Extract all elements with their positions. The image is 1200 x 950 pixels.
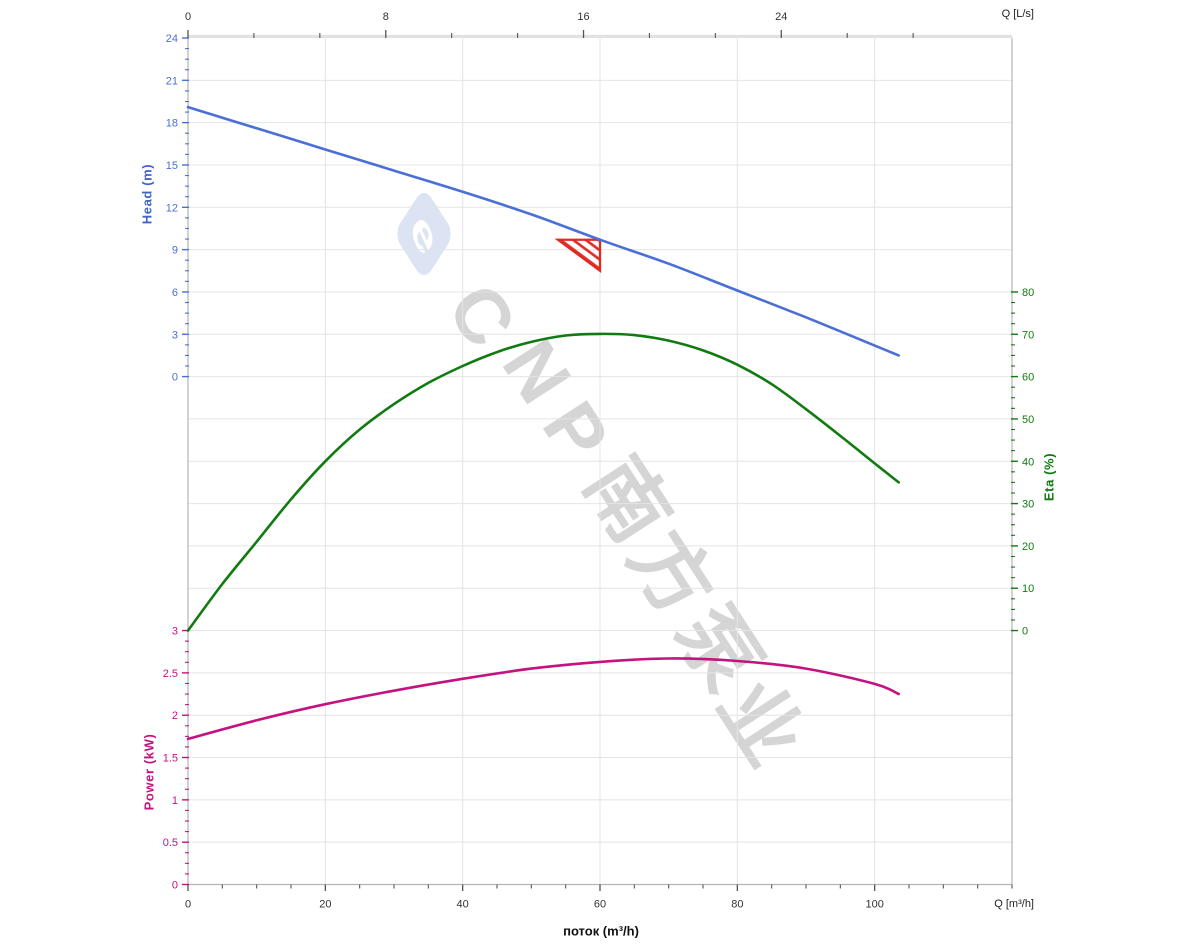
svg-text:2: 2 [172, 710, 178, 722]
svg-text:20: 20 [1022, 541, 1034, 553]
flow-axis-top-ticks [187, 30, 914, 38]
svg-text:0: 0 [172, 372, 178, 384]
power-curve [186, 657, 900, 741]
svg-text:3: 3 [172, 626, 178, 638]
svg-text:16: 16 [577, 11, 589, 23]
svg-text:3: 3 [172, 329, 178, 341]
svg-text:0: 0 [1022, 626, 1028, 638]
power-axis-ticks [182, 629, 189, 886]
svg-text:8: 8 [383, 11, 389, 23]
svg-text:50: 50 [1022, 414, 1034, 426]
svg-text:60: 60 [594, 899, 606, 911]
head-axis-ticks [182, 37, 189, 378]
svg-text:1.5: 1.5 [163, 753, 178, 765]
svg-text:0: 0 [185, 899, 191, 911]
power-axis-title: Power (kW) [141, 733, 157, 811]
flow-axis-bottom-ticks [187, 884, 1013, 891]
svg-text:70: 70 [1022, 329, 1034, 341]
svg-text:0: 0 [172, 880, 178, 892]
svg-text:15: 15 [166, 160, 178, 172]
svg-text:10: 10 [1022, 583, 1034, 595]
svg-text:12: 12 [166, 202, 178, 214]
svg-text:40: 40 [457, 899, 469, 911]
svg-text:0.5: 0.5 [163, 837, 178, 849]
svg-text:6: 6 [172, 287, 178, 299]
svg-text:30: 30 [1022, 499, 1034, 511]
svg-text:2.5: 2.5 [163, 668, 178, 680]
svg-text:80: 80 [1022, 287, 1034, 299]
svg-text:0: 0 [185, 11, 191, 23]
head-axis-title: Head (m) [139, 163, 155, 225]
flow-axis-title: поток (m³/h) [563, 923, 639, 939]
svg-text:20: 20 [319, 899, 331, 911]
gridlines [188, 38, 1012, 885]
svg-text:40: 40 [1022, 456, 1034, 468]
svg-text:18: 18 [166, 118, 178, 130]
head-curve [186, 105, 900, 357]
eta-curve [186, 332, 900, 632]
svg-text:24: 24 [166, 33, 178, 45]
svg-text:21: 21 [166, 75, 178, 87]
svg-text:80: 80 [731, 899, 743, 911]
svg-text:24: 24 [775, 11, 787, 23]
eta-axis-title: Eta (%) [1041, 452, 1057, 502]
flow-unit-bottom-label: Q [m³/h] [994, 898, 1034, 910]
duty-point-marker [554, 238, 602, 274]
eta-axis-ticks [1011, 291, 1018, 632]
svg-text:100: 100 [865, 899, 883, 911]
svg-text:1: 1 [172, 795, 178, 807]
svg-text:9: 9 [172, 245, 178, 257]
svg-text:60: 60 [1022, 372, 1034, 384]
flow-unit-top-label: Q [L/s] [1001, 8, 1034, 20]
